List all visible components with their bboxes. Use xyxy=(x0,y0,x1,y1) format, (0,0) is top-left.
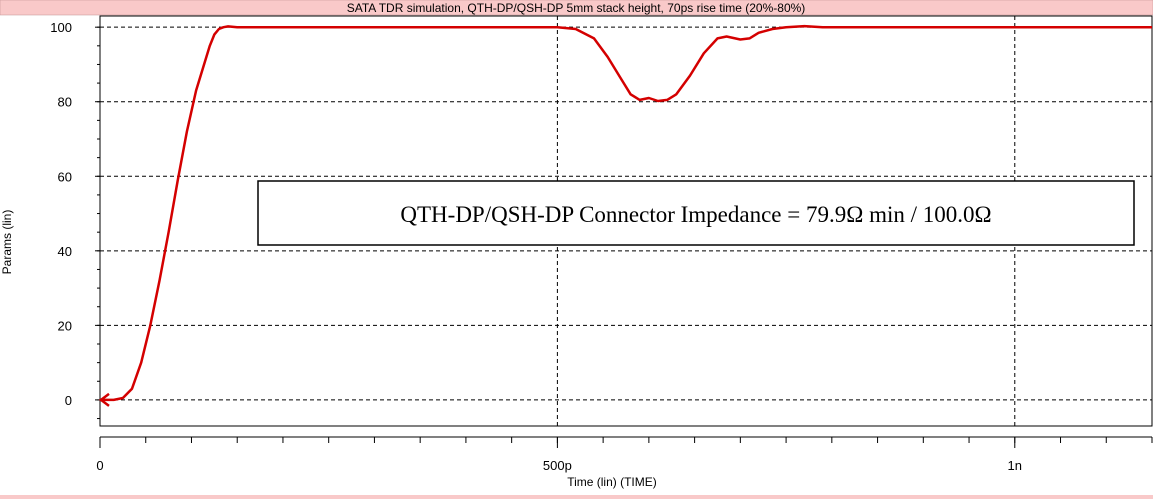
bottom-bar xyxy=(0,495,1153,499)
y-tick-label: 40 xyxy=(58,244,72,259)
y-tick-label: 100 xyxy=(50,20,72,35)
x-tick-label: 0 xyxy=(96,458,103,473)
annotation-text: QTH-DP/QSH-DP Connector Impedance = 79.9… xyxy=(400,202,991,227)
chart-title: SATA TDR simulation, QTH-DP/QSH-DP 5mm s… xyxy=(347,1,806,15)
y-tick-label: 60 xyxy=(58,169,72,184)
x-axis-title: Time (lin) (TIME) xyxy=(567,475,657,489)
y-axis-ticks: 0 20 40 60 80 100 xyxy=(50,20,100,408)
y-tick-label: 20 xyxy=(58,318,72,333)
y-axis-title: Params (lin) xyxy=(0,210,14,275)
y-tick-label: 0 xyxy=(65,393,72,408)
x-axis-ticks: 0 500p 1n xyxy=(96,437,1022,473)
y-tick-label: 80 xyxy=(58,95,72,110)
x-tick-label: 500p xyxy=(543,458,572,473)
x-tick-label: 1n xyxy=(1008,458,1022,473)
